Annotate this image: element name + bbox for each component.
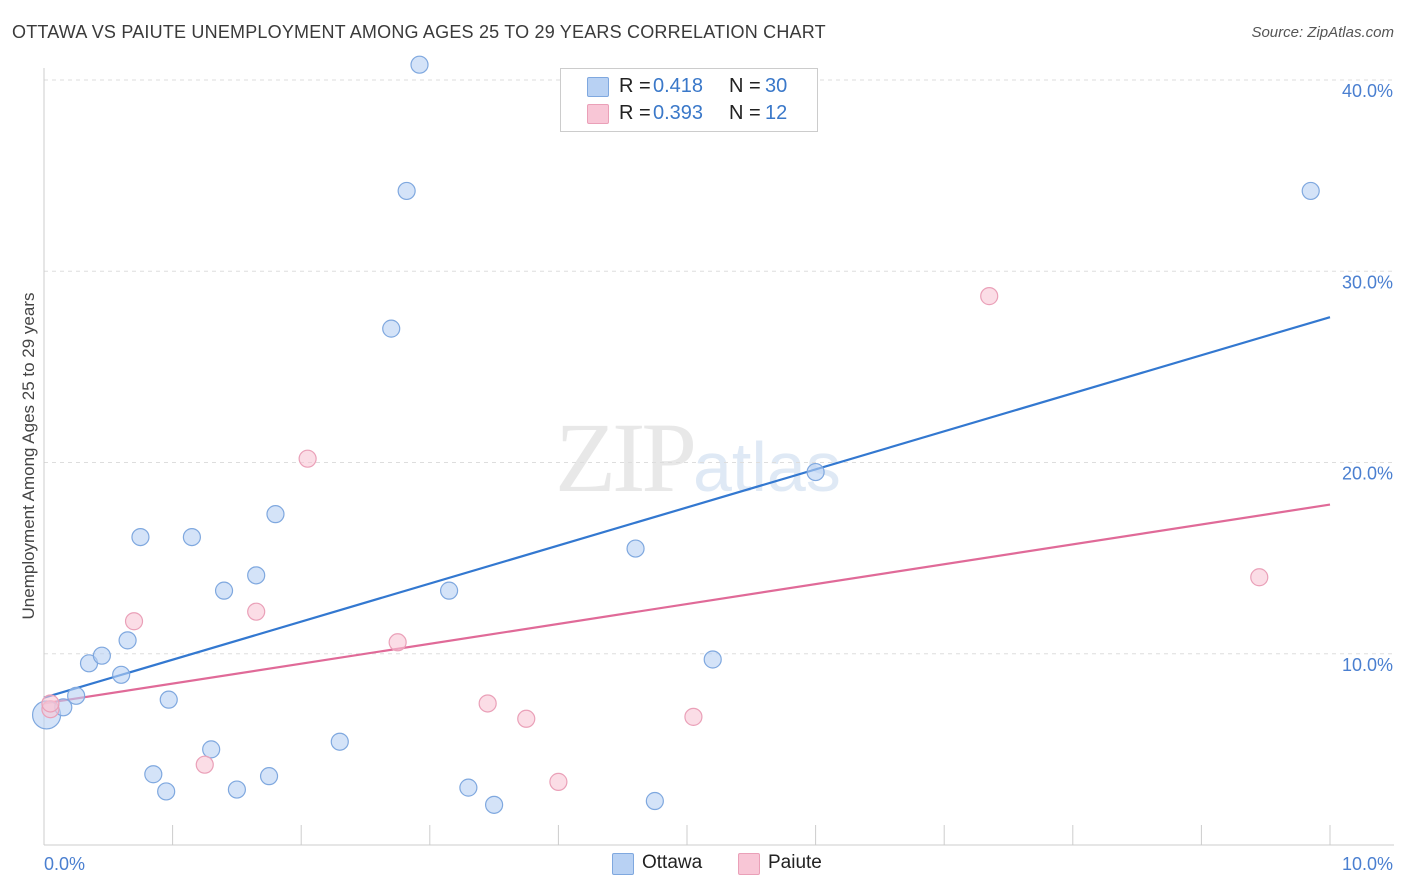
point-paiute <box>1250 568 1269 587</box>
point-paiute <box>684 707 703 726</box>
legend-n-value: 30 <box>765 75 788 97</box>
point-ottawa <box>330 732 349 751</box>
point-ottawa <box>214 581 234 600</box>
point-ottawa <box>485 795 504 814</box>
grid-lines <box>44 79 1394 655</box>
point-ottawa <box>67 686 86 705</box>
point-ottawa <box>227 780 246 799</box>
point-ottawa <box>645 791 664 811</box>
point-ottawa <box>397 181 416 201</box>
point-ottawa <box>118 631 137 650</box>
point-ottawa <box>259 767 279 786</box>
point-paiute <box>247 602 266 621</box>
bottom-legend-label-ottawa: Ottawa <box>642 852 703 873</box>
chart-title: OTTAWA VS PAIUTE UNEMPLOYMENT AMONG AGES… <box>12 22 826 42</box>
correlation-legend: R = 0.418 N = 30 R = 0.393 N = 12 <box>560 68 818 132</box>
point-ottawa <box>626 539 645 558</box>
point-paiute <box>549 772 568 791</box>
point-paiute <box>478 694 497 713</box>
point-ottawa <box>144 765 163 784</box>
point-paiute <box>388 633 407 652</box>
x-tick-label: 0.0% <box>44 854 85 874</box>
y-tick-label: 40.0% <box>1342 81 1393 101</box>
point-ottawa <box>92 646 111 665</box>
trend-line-ottawa <box>43 316 1331 699</box>
tick-labels: 10.0% 20.0% 30.0% 40.0% 0.0% 10.0% <box>44 81 1393 874</box>
point-ottawa <box>439 581 459 600</box>
point-ottawa <box>182 527 201 547</box>
watermark-zip: ZIP <box>555 402 697 513</box>
data-points <box>31 55 1320 814</box>
point-paiute <box>980 287 999 306</box>
source-note: Source: ZipAtlas.com <box>1251 24 1394 41</box>
point-ottawa <box>410 55 429 74</box>
legend-r-value: 0.418 <box>653 75 704 97</box>
legend-swatch-paiute <box>587 104 609 124</box>
trend-lines <box>43 316 1331 705</box>
point-ottawa <box>806 462 825 482</box>
legend-n-label: N = <box>729 102 761 124</box>
legend-r-label: R = <box>619 102 651 124</box>
point-paiute <box>41 694 60 713</box>
point-ottawa <box>703 650 722 669</box>
legend-swatch-ottawa <box>587 77 609 97</box>
point-ottawa <box>112 665 131 684</box>
point-ottawa <box>247 566 266 585</box>
legend-r-label: R = <box>619 75 651 97</box>
point-ottawa <box>159 690 178 709</box>
point-ottawa <box>131 527 150 547</box>
bottom-legend-swatch-paiute <box>738 853 760 875</box>
point-ottawa <box>382 319 401 338</box>
point-paiute <box>195 755 214 774</box>
point-ottawa <box>1301 181 1320 201</box>
legend-n-label: N = <box>729 75 761 97</box>
point-ottawa <box>157 782 176 801</box>
bottom-legend-label-paiute: Paiute <box>768 852 822 873</box>
bottom-legend-swatch-ottawa <box>612 853 634 875</box>
legend-n-value: 12 <box>765 102 788 124</box>
legend-r-value: 0.393 <box>653 102 704 124</box>
y-tick-label: 10.0% <box>1342 655 1393 675</box>
y-tick-label: 30.0% <box>1342 272 1393 292</box>
point-paiute <box>517 709 536 728</box>
point-paiute <box>298 449 317 468</box>
point-ottawa <box>266 505 285 524</box>
y-axis-label: Unemployment Among Ages 25 to 29 years <box>19 293 38 620</box>
point-ottawa <box>459 778 478 797</box>
x-tick-label: 10.0% <box>1342 854 1393 874</box>
y-tick-label: 20.0% <box>1342 464 1393 484</box>
point-paiute <box>124 612 144 631</box>
point-ottawa <box>202 740 221 759</box>
axes <box>43 68 1394 846</box>
trend-line-paiute <box>43 503 1331 705</box>
